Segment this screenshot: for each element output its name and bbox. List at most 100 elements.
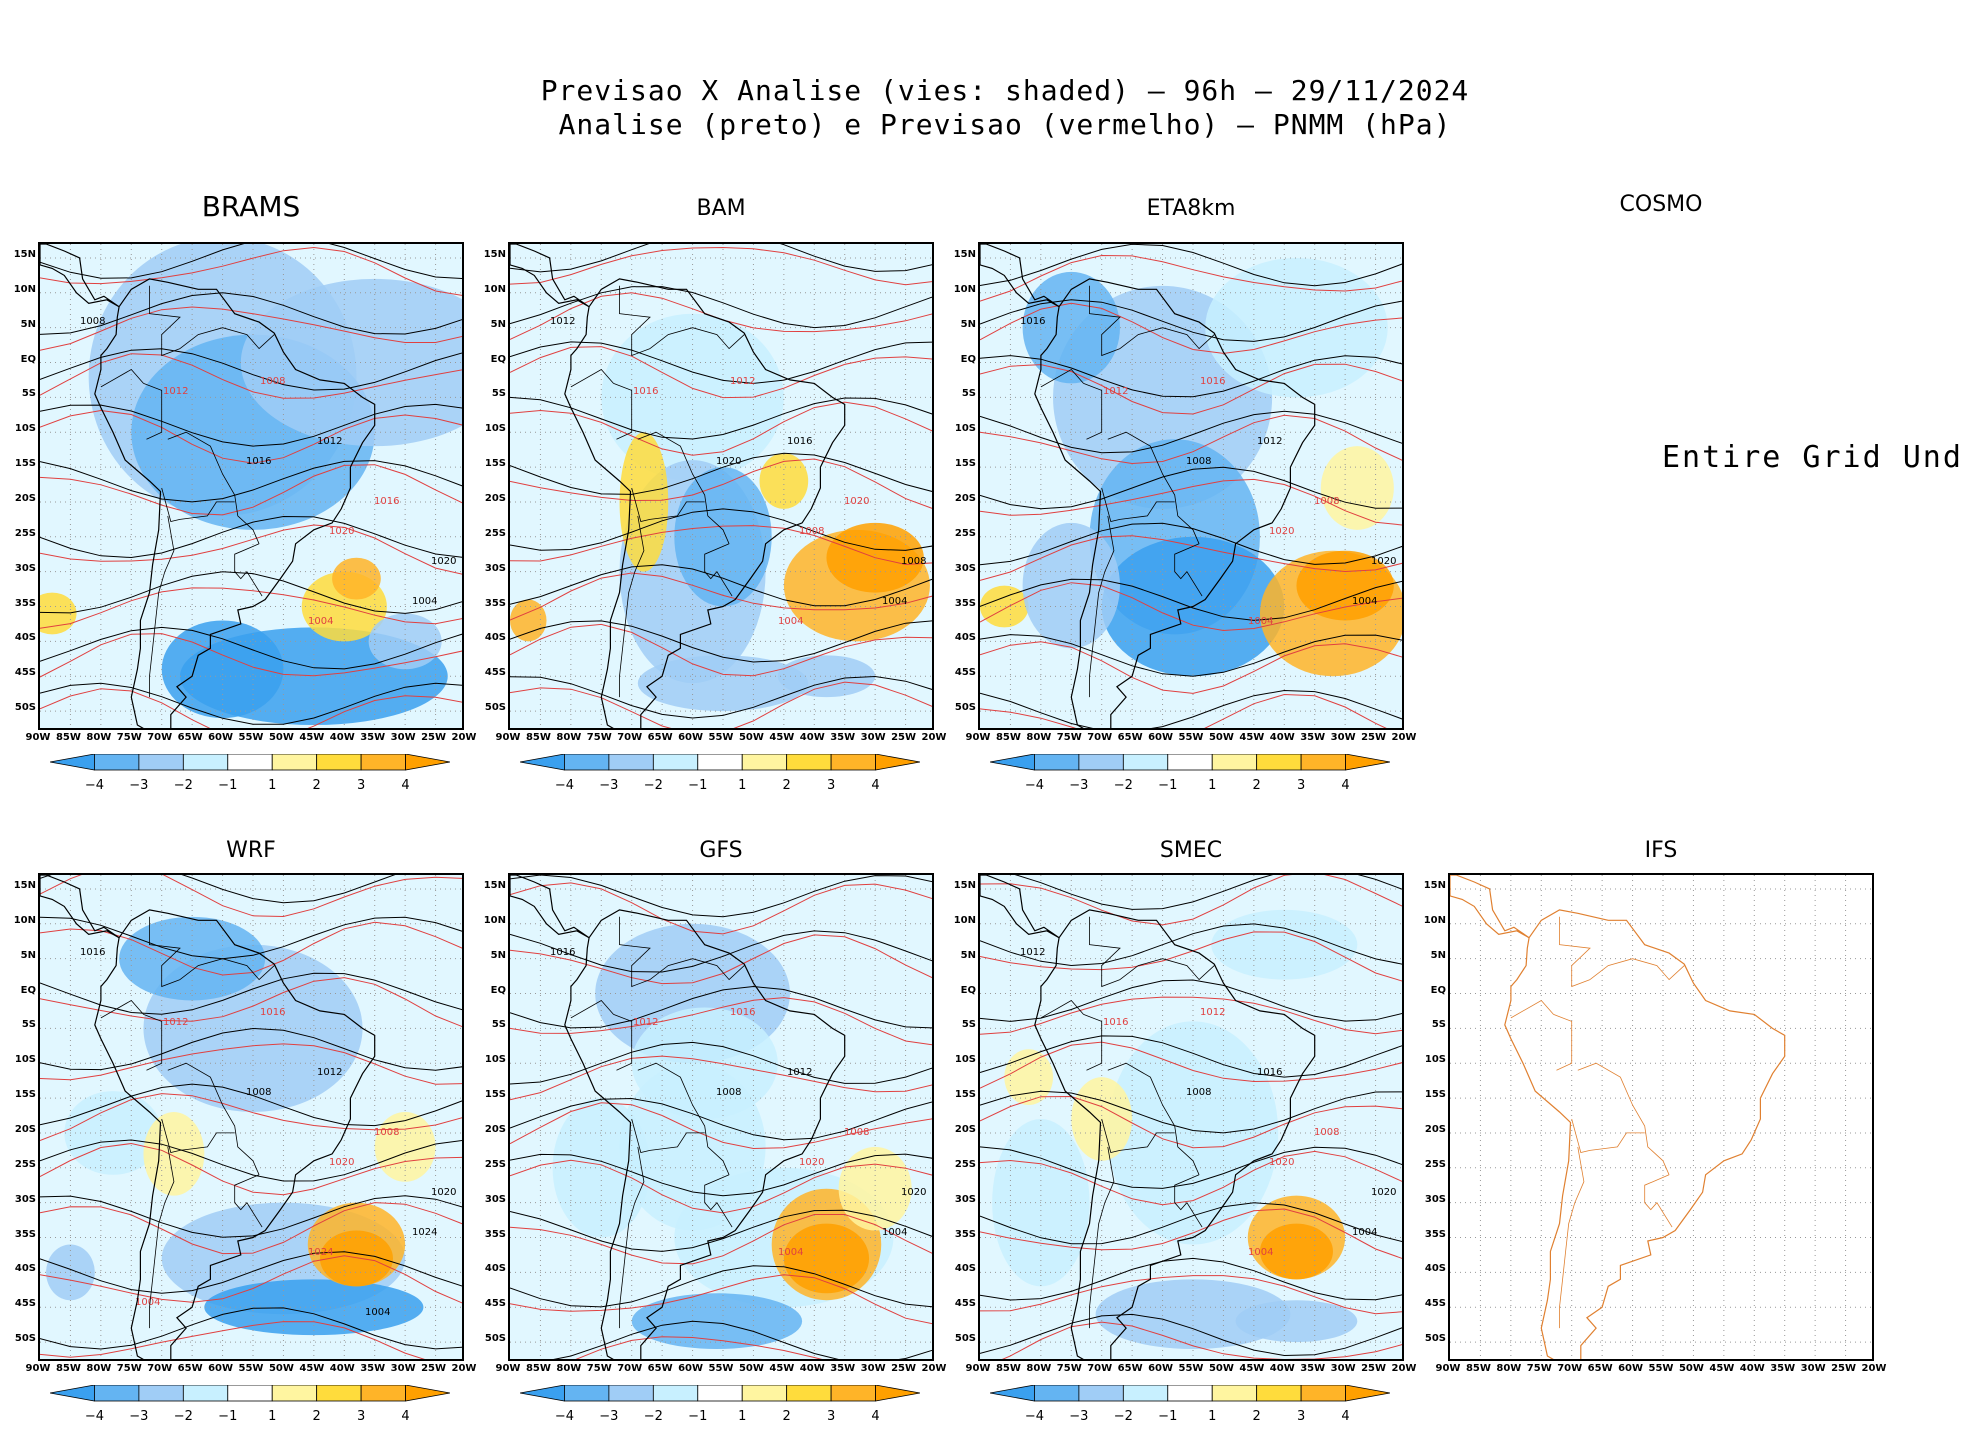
colorbar-segment: [652, 1384, 699, 1402]
analysis-contour: [40, 244, 462, 279]
coastline: [94, 278, 376, 728]
isobar-label: 1024: [308, 1247, 333, 1258]
analysis-contour: [510, 1209, 932, 1252]
lat-tick-label: 5S: [21, 1019, 36, 1031]
country-border: [570, 368, 614, 388]
lat-tick-label: 10N: [13, 914, 36, 926]
forecast-contour: [980, 414, 1402, 465]
lon-tick-label: 75W: [586, 1363, 612, 1374]
analysis-contour: [40, 626, 462, 670]
analysis-contour: [40, 460, 462, 503]
analysis-contour: [553, 1320, 932, 1359]
figure-title-line2: Analise (preto) e Previsao (vermelho) — …: [558, 108, 1452, 141]
lat-tick-label: 5S: [1431, 1019, 1446, 1031]
country-border: [631, 1118, 705, 1153]
country-border: [1510, 999, 1554, 1019]
lon-tick-label: 35W: [830, 732, 856, 743]
isobar-label: 1008: [1314, 1127, 1339, 1138]
lat-tick-label: 10N: [483, 914, 506, 926]
lat-tick-label: 10S: [954, 1054, 976, 1066]
colorbar-graphic: [49, 1384, 451, 1402]
colorbar-tick-label: 4: [401, 1409, 410, 1424]
isobar-label: 1008: [1186, 1087, 1211, 1098]
colorbar-graphic: [989, 1384, 1391, 1402]
isobar-label: 1012: [317, 436, 342, 447]
colorbar-tick-label: −1: [1158, 778, 1178, 793]
central-america-coastline: [510, 244, 590, 308]
colorbar-tick-label: 4: [1341, 778, 1350, 793]
bias-shading-area: [637, 655, 809, 712]
panel-title-wrf: WRF: [226, 838, 276, 863]
colorbar-tick-label: −2: [643, 1409, 663, 1424]
country-border: [1101, 487, 1175, 522]
lon-tick-label: 50W: [268, 1363, 294, 1374]
lon-tick-label: 45W: [299, 732, 325, 743]
lon-tick-label: 25W: [891, 1363, 917, 1374]
lat-tick-label: 45S: [954, 1298, 976, 1310]
lat-tick-label: 25S: [1424, 1158, 1446, 1170]
central-america-coastline: [40, 875, 120, 939]
analysis-contour: [40, 403, 462, 447]
colorbar-tick-label: −1: [688, 1409, 708, 1424]
lat-tick-label: 50S: [484, 702, 506, 714]
country-border: [1089, 515, 1115, 698]
lon-tick-label: 40W: [1269, 1363, 1295, 1374]
colorbar-segment: [94, 753, 140, 771]
lat-tick-label: 5N: [1430, 949, 1446, 961]
lon-tick-label: 40W: [329, 732, 355, 743]
colorbar: −4 −3 −2 −1 1 2 3 4: [519, 1384, 921, 1431]
lon-tick-label: 35W: [1300, 1363, 1326, 1374]
map-canvas: [1450, 875, 1872, 1359]
country-border: [234, 1174, 263, 1228]
map-panel-gfs: 1016 1016 1012 1012 1008 1008 1020 1020 1004 1004: [508, 873, 934, 1361]
analysis-contour: [40, 875, 396, 904]
isobar-label: 1016: [550, 947, 575, 958]
lat-tick-label: 25S: [954, 1158, 976, 1170]
isobar-label: 1020: [1371, 556, 1396, 567]
map-canvas: 1016 1016 1012 1012 1008 1008 1020 1020 1024 1024…: [40, 875, 462, 1359]
lon-tick-label: 25W: [891, 732, 917, 743]
forecast-contour: [40, 409, 462, 464]
country-border: [1107, 1062, 1200, 1175]
bias-shading-area: [510, 599, 547, 642]
country-border: [149, 515, 175, 698]
isobar-label: 1008: [246, 1087, 271, 1098]
colorbar: −4 −3 −2 −1 1 2 3 4: [49, 1384, 451, 1431]
lat-tick-label: 15S: [1424, 1089, 1446, 1101]
isobar-label: 1004: [365, 1307, 390, 1318]
lat-tick-label: 15N: [1423, 879, 1446, 891]
lat-tick-label: 30S: [1424, 1193, 1446, 1205]
isobar-label: 1008: [1314, 496, 1339, 507]
figure-title-line1: Previsao X Analise (vies: shaded) — 96h …: [540, 74, 1470, 107]
colorbar-tick-label: 2: [782, 778, 791, 793]
country-border: [613, 1014, 633, 1071]
country-border: [1559, 1146, 1585, 1329]
isobar-label: 1024: [412, 1227, 437, 1238]
lat-tick-label: 5N: [490, 949, 506, 961]
lon-tick-label: 75W: [116, 732, 142, 743]
lat-tick-label: 15N: [13, 248, 36, 260]
bias-shading-area: [631, 1293, 803, 1350]
lat-tick-label: 35S: [484, 597, 506, 609]
colorbar-segment: [741, 753, 788, 771]
analysis-contour: [510, 564, 932, 607]
map-panel-ifs: [1448, 873, 1874, 1361]
lat-tick-label: 40S: [1424, 1263, 1446, 1275]
lat-tick-label: EQ: [490, 353, 506, 365]
lat-tick-label: 15N: [483, 879, 506, 891]
analysis-contour: [40, 1195, 462, 1238]
country-border: [631, 487, 705, 522]
colorbar-tick-label: 2: [312, 778, 321, 793]
lon-tick-label: 55W: [238, 1363, 264, 1374]
colorbar-tick-label: 2: [1252, 1409, 1261, 1424]
lon-tick-label: 35W: [1300, 732, 1326, 743]
isobar-label: 1008: [799, 526, 824, 537]
lon-tick-label: 25W: [1831, 1363, 1857, 1374]
colorbar-segment: [271, 753, 318, 771]
bias-shading-area: [838, 1146, 912, 1231]
lon-tick-label: 55W: [708, 732, 734, 743]
lat-tick-label: 40S: [484, 1263, 506, 1275]
colorbar-arrow-high: [1345, 753, 1391, 771]
country-border: [613, 383, 633, 440]
colorbar-tick-label: 3: [1296, 778, 1306, 793]
